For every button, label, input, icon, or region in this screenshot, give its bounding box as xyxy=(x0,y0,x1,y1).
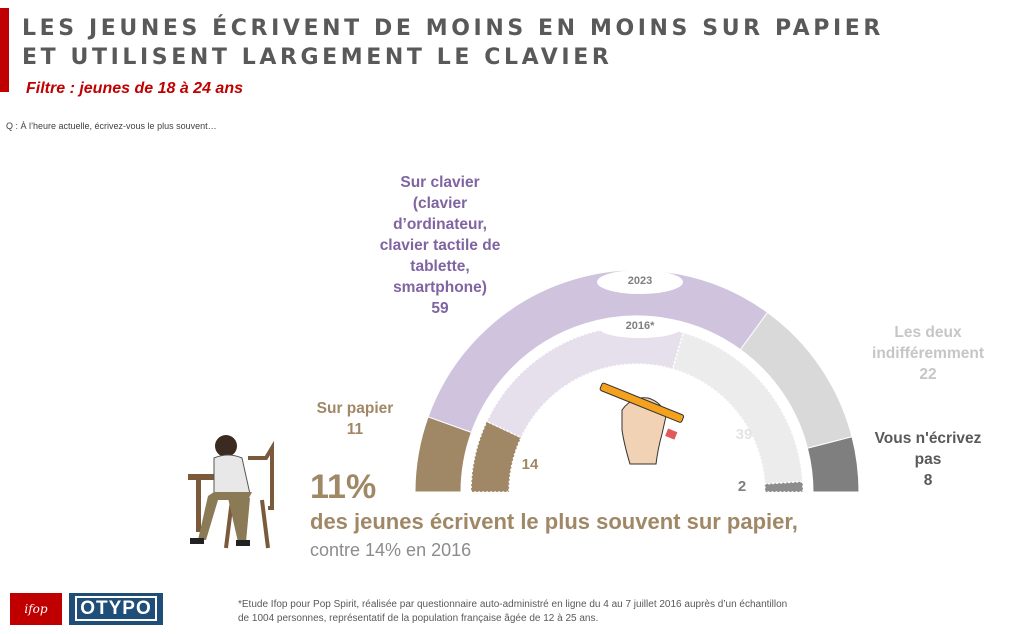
label-clavier-line: smartphone) xyxy=(393,279,487,296)
accent-bar xyxy=(0,8,9,92)
value-2016-deux: 39 xyxy=(735,426,753,443)
arc-2016-segment-1 xyxy=(485,325,685,439)
label-pas-line: Vous n'écrivez xyxy=(874,430,982,447)
footnote: *Etude Ifop pour Pop Spirit, réalisée pa… xyxy=(238,598,787,626)
label-pas-line: pas xyxy=(914,451,942,468)
label-deux-line: Les deux xyxy=(894,324,962,341)
page-title: LES JEUNES ÉCRIVENT DE MOINS EN MOINS SU… xyxy=(22,14,884,72)
title-line-1: LES JEUNES ÉCRIVENT DE MOINS EN MOINS SU… xyxy=(22,16,884,41)
ifop-logo: ifop xyxy=(10,593,62,625)
footnote-line-2: de 1004 personnes, représentatif de la p… xyxy=(238,613,599,624)
label-clavier-line: (clavier xyxy=(412,195,468,212)
title-line-2: ET UTILISENT LARGEMENT LE CLAVIER xyxy=(22,45,613,70)
year-label-inner: 2016* xyxy=(625,320,655,332)
label-pas: Vous n'écrivez pas 8 xyxy=(858,428,998,491)
year-label-outer: 2023 xyxy=(627,275,653,287)
label-pas-value: 8 xyxy=(923,472,933,489)
label-papier-text: Sur papier xyxy=(316,400,394,417)
label-papier-value: 11 xyxy=(346,421,364,438)
question-text: Q : À l’heure actuelle, écrivez-vous le … xyxy=(6,121,217,131)
filter-note: Filtre : jeunes de 18 à 24 ans xyxy=(26,80,243,97)
highlight-sub: contre 14% en 2016 xyxy=(310,540,472,560)
label-clavier-value: 59 xyxy=(431,300,449,317)
arc-2023-segment-3 xyxy=(806,436,860,493)
label-clavier-line: Sur clavier xyxy=(400,174,480,191)
highlight-line: des jeunes écrivent le plus souvent sur … xyxy=(310,509,798,534)
otypo-logo-text: OTYPO xyxy=(75,596,157,621)
label-clavier: Sur clavier (clavier d’ordinateur, clavi… xyxy=(360,172,520,319)
label-clavier-line: clavier tactile de xyxy=(379,237,501,254)
value-2016-papier: 14 xyxy=(521,456,539,473)
value-2016-pas: 2 xyxy=(737,478,747,495)
label-papier: Sur papier 11 xyxy=(300,398,410,440)
arc-2016-segment-0 xyxy=(470,420,523,493)
label-deux-line: indifféremment xyxy=(872,345,984,362)
label-clavier-line: tablette, xyxy=(410,258,470,275)
footnote-line-1: *Etude Ifop pour Pop Spirit, réalisée pa… xyxy=(238,599,788,610)
arc-2016-segment-2 xyxy=(671,331,804,485)
label-deux: Les deux indifféremment 22 xyxy=(858,322,998,385)
pencil-hand-illustration xyxy=(599,382,685,465)
value-2016-clavier: 45 xyxy=(608,350,626,367)
otypo-logo: OTYPO xyxy=(69,593,163,625)
student-illustration xyxy=(188,435,274,549)
highlight-percent: 11% xyxy=(310,468,377,506)
year-pill-inner xyxy=(599,318,681,338)
arc-2016-segment-3 xyxy=(763,480,804,493)
year-pill-outer xyxy=(597,270,683,294)
label-clavier-line: d’ordinateur, xyxy=(393,216,487,233)
label-deux-value: 22 xyxy=(919,366,937,383)
